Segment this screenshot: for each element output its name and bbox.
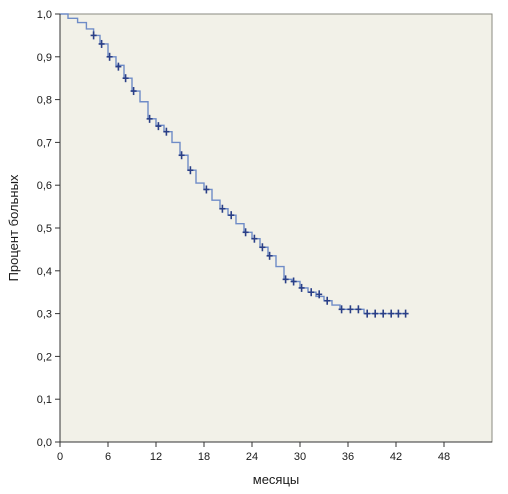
censor-mark xyxy=(122,74,129,83)
y-tick-label: 0,0 xyxy=(37,437,52,449)
x-tick-label: 6 xyxy=(105,451,111,463)
x-tick-label: 12 xyxy=(150,451,162,463)
censor-mark xyxy=(308,288,315,297)
censor-mark xyxy=(324,296,331,305)
censor-mark xyxy=(163,127,170,136)
censor-mark xyxy=(228,211,235,220)
y-tick-label: 0,5 xyxy=(37,223,52,235)
censor-mark xyxy=(282,275,289,284)
chart-marks xyxy=(60,13,409,318)
y-tick-label: 0,4 xyxy=(37,266,52,278)
censor-mark xyxy=(338,305,345,314)
x-tick-label: 24 xyxy=(246,451,258,463)
censor-mark xyxy=(203,185,210,194)
censor-mark xyxy=(98,39,105,48)
y-tick-label: 1,0 xyxy=(37,9,52,21)
censor-mark xyxy=(106,52,113,61)
censor-mark xyxy=(316,290,323,299)
censor-mark xyxy=(388,309,395,318)
censor-mark xyxy=(395,309,402,318)
censor-mark xyxy=(266,251,273,260)
censor-mark xyxy=(219,204,226,213)
y-tick-label: 0,7 xyxy=(37,137,52,149)
y-tick-label: 0,2 xyxy=(37,351,52,363)
censor-mark xyxy=(372,309,379,318)
censor-mark xyxy=(290,277,297,286)
y-tick-label: 0,3 xyxy=(37,309,52,321)
x-tick-label: 30 xyxy=(294,451,306,463)
censor-mark xyxy=(355,305,362,314)
x-axis-label: месяцы xyxy=(253,472,300,487)
censor-mark xyxy=(130,87,137,96)
y-tick-label: 0,1 xyxy=(37,394,52,406)
censor-mark xyxy=(364,309,371,318)
censor-mark xyxy=(298,283,305,292)
x-tick-label: 0 xyxy=(57,451,63,463)
censor-mark xyxy=(380,309,387,318)
y-tick-label: 0,9 xyxy=(37,52,52,64)
y-axis-label: Процент больных xyxy=(6,174,21,281)
censor-mark xyxy=(146,114,153,123)
x-tick-label: 42 xyxy=(390,451,402,463)
censor-mark xyxy=(90,31,97,40)
censor-mark xyxy=(187,166,194,175)
censor-mark xyxy=(242,228,249,237)
x-tick-label: 48 xyxy=(438,451,450,463)
censor-mark xyxy=(259,243,266,252)
censor-mark xyxy=(115,62,122,71)
x-tick-label: 18 xyxy=(198,451,210,463)
censor-mark xyxy=(402,309,409,318)
x-tick-label: 36 xyxy=(342,451,354,463)
axes: 0,0 0,1 0,2 0,3 0,4 0,5 0,6 0,7 0,8 0,9 1,0 0 6 12 18 2… xyxy=(37,9,492,463)
y-tick-label: 0,6 xyxy=(37,180,52,192)
censor-mark xyxy=(251,234,258,243)
censor-mark xyxy=(347,305,354,314)
censor-mark xyxy=(155,122,162,131)
y-tick-label: 0,8 xyxy=(37,95,52,107)
censor-mark xyxy=(178,151,185,160)
